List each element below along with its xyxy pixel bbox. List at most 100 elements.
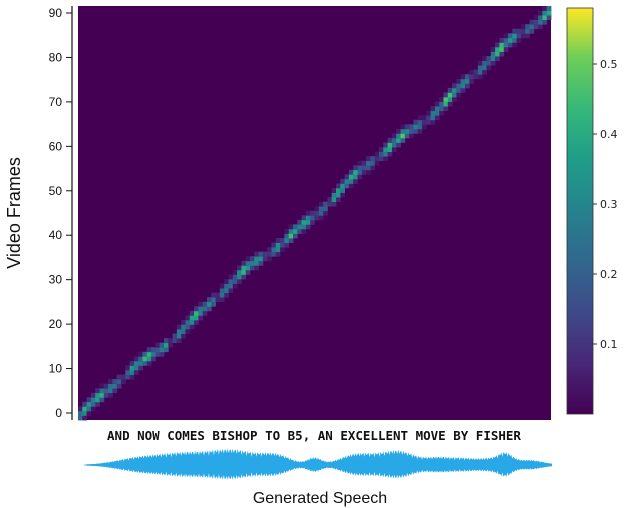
heatmap-cell [469,69,474,75]
heatmap-cell [542,19,548,25]
heatmap-cell [456,92,462,98]
heatmap-cell [224,288,229,294]
heatmap-cell [176,324,182,330]
heatmap-cell [344,178,350,184]
heatmap-cell [151,351,156,357]
heatmap-cell [245,265,251,271]
heatmap-cell [318,201,324,207]
heatmap-cell [331,201,337,207]
heatmap-cell [512,42,517,48]
heatmap-cell [155,342,161,348]
heatmap-cell [90,397,96,403]
heatmap-cell [439,96,444,102]
heatmap-cell [396,133,401,139]
heatmap-cell [245,269,251,275]
heatmap-cell [348,183,354,189]
heatmap-cell [310,210,315,216]
heatmap-cell [198,301,204,307]
heatmap-cell [280,238,285,243]
heatmap-cell [495,42,500,48]
heatmap-cell [353,169,358,175]
heatmap-cell [499,42,505,48]
heatmap-cell [331,187,337,193]
heatmap-cell [194,315,199,321]
heatmap-cell [155,347,161,353]
heatmap-cell [164,338,169,344]
heatmap-cell [409,133,414,139]
heatmap-cell [293,224,298,230]
heatmap-cell [340,183,345,189]
heatmap-cell [78,410,83,416]
heatmap-cell [108,392,113,398]
heatmap-cell [452,92,457,98]
heatmap-cell [176,333,182,339]
heatmap-cell [90,406,96,412]
heatmap-cell [452,83,457,89]
heatmap-cell [383,142,388,148]
heatmap-cell [164,342,169,348]
heatmap-cell [172,333,178,339]
heatmap-cell [305,224,311,230]
heatmap-cell [344,174,350,180]
heatmap-cell [348,178,354,184]
heatmap-cell [426,115,431,121]
heatmap-cell [181,329,186,334]
heatmap-cell [207,301,212,307]
heatmap-cell [211,292,216,298]
heatmap-cell [176,329,182,334]
heatmap-cell [228,288,234,294]
heatmap-cell [520,33,526,39]
heatmap-cell [538,15,543,21]
heatmap-cell [125,369,130,375]
heatmap-cell [297,224,302,230]
heatmap-cell [503,33,509,39]
heatmap-cell [426,119,431,125]
heatmap-cell [404,124,410,130]
heatmap-cell [404,128,410,134]
heatmap-cell [422,119,427,125]
heatmap-cell [477,60,483,66]
heatmap-cell [301,224,307,230]
y-tick-label: 0 [55,406,62,420]
heatmap-cell [241,265,247,271]
heatmap-cell [99,397,105,403]
heatmap-cell [417,119,423,125]
heatmap-cell [146,351,152,357]
heatmap-cell [116,374,122,380]
heatmap-cell [348,174,354,180]
heatmap-cell [486,65,492,71]
heatmap-cell [542,6,548,11]
heatmap-cell [529,19,535,25]
heatmap-cell [112,388,118,394]
y-tick-label: 90 [49,6,63,20]
heatmap-cell [241,274,247,280]
heatmap-cell [357,174,363,180]
heatmap-cell [323,201,328,207]
heatmap-cell [258,251,264,257]
heatmap-cell [318,206,324,212]
heatmap-cell [280,247,285,253]
heatmap-cell [310,215,315,221]
heatmap-cell [482,60,487,66]
heatmap-cell [370,160,376,166]
heatmap-cell [288,224,294,230]
transcript-text: AND NOW COMES BISHOP TO B5, AN EXCELLENT… [107,428,521,443]
heatmap-cell [348,169,354,175]
heatmap-cell [129,360,135,366]
heatmap-cell [473,69,479,75]
heatmap-cell [482,69,487,75]
heatmap-cell [254,256,259,262]
heatmap-cell [146,347,152,353]
heatmap-cell [194,319,199,325]
heatmap-cell [490,51,496,57]
heatmap-cell [301,219,307,225]
heatmap-cell [219,288,225,294]
heatmap-cell [86,406,92,412]
heatmap-cell [520,28,526,34]
heatmap-cell [340,187,345,193]
heatmap-cell [271,247,277,253]
heatmap-cell [133,369,139,375]
heatmap-cell [245,256,251,262]
heatmap-cell [267,251,272,257]
heatmap-cell [542,10,548,16]
